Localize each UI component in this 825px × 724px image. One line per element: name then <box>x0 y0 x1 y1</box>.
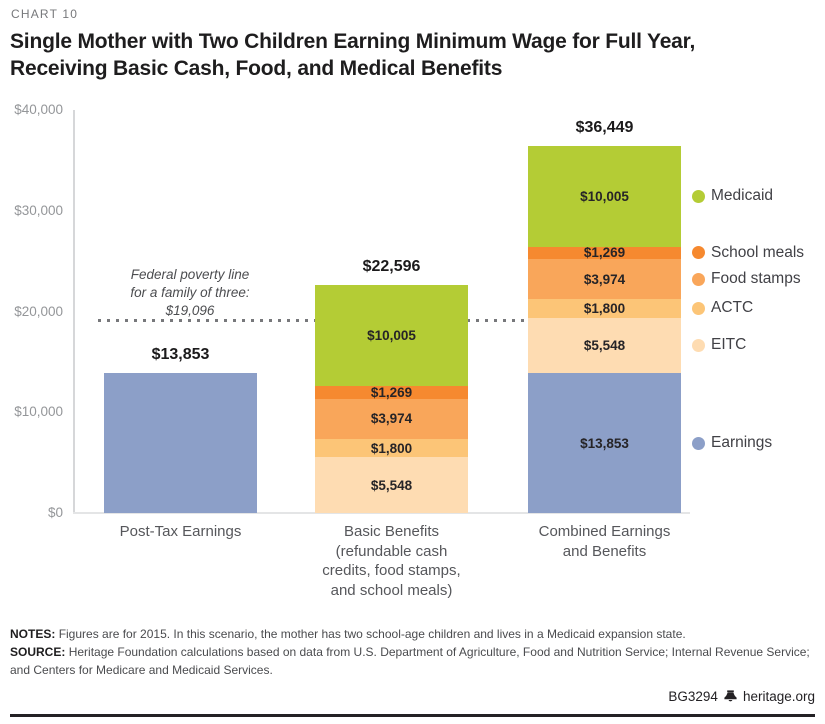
footer: BG3294 heritage.org <box>668 689 815 704</box>
notes-line: NOTES: Figures are for 2015. In this sce… <box>10 625 812 643</box>
bar-total-value: $13,853 <box>151 346 210 364</box>
bar-segment: $10,005 <box>528 145 681 247</box>
y-tick-label: $40,000 <box>14 102 63 117</box>
x-axis-label: Combined Earnings and Benefits <box>538 523 671 560</box>
source-text: Heritage Foundation calculations based o… <box>10 645 810 677</box>
legend-dot-actc <box>692 301 705 315</box>
bar-segment: $10,005 <box>315 285 468 387</box>
x-axis-label: Basic Benefits (refundable cash credits,… <box>322 523 461 599</box>
chart-title: Single Mother with Two Children Earning … <box>10 30 696 80</box>
y-axis-line <box>73 110 75 513</box>
bar-segment: $13,853 <box>528 373 681 513</box>
notes-label: NOTES: <box>10 627 56 641</box>
bar-segment: $1,269 <box>528 245 681 261</box>
liberty-bell-icon <box>724 690 737 702</box>
y-tick-label: $0 <box>47 505 63 520</box>
segment-value: $1,800 <box>370 440 413 456</box>
segment-value: $1,269 <box>370 385 413 401</box>
legend-dot-eitc <box>692 338 705 352</box>
bar-segment: $5,548 <box>315 457 468 513</box>
segment-value: $10,005 <box>367 328 416 344</box>
segment-value: $5,548 <box>370 477 413 493</box>
report-id: BG3294 <box>668 689 718 704</box>
poverty-line <box>98 319 528 323</box>
legend-label: Food stamps <box>711 270 801 288</box>
x-axis-label: Post-Tax Earnings <box>119 523 242 540</box>
chart-number: CHART 10 <box>11 7 79 21</box>
bar-segment <box>104 373 257 513</box>
legend-dot-earnings <box>692 436 705 450</box>
legend-label: ACTC <box>711 299 754 317</box>
segment-value: $1,269 <box>583 245 626 261</box>
y-tick-label: $10,000 <box>14 404 63 420</box>
poverty-line-label: Federal poverty line for a family of thr… <box>130 267 250 318</box>
notes-block: NOTES: Figures are for 2015. In this sce… <box>10 625 812 679</box>
segment-value: $3,974 <box>583 271 626 287</box>
bottom-rule <box>10 714 815 717</box>
bar-segment: $1,800 <box>528 299 681 318</box>
legend-label: Earnings <box>711 434 773 452</box>
y-tick-label: $20,000 <box>14 303 63 319</box>
legend-dot-food-stamps <box>692 272 705 286</box>
legend-label: EITC <box>711 336 747 354</box>
bar-segment: $1,800 <box>315 438 468 458</box>
bar-segment: $3,974 <box>528 259 681 300</box>
bar-total-value: $22,596 <box>362 258 421 276</box>
legend-dot-medicaid <box>692 189 705 203</box>
bar-total-value: $36,449 <box>575 118 634 136</box>
source-label: SOURCE: <box>10 645 66 659</box>
segment-value: $13,853 <box>580 435 629 451</box>
bar-segment: $1,269 <box>315 385 468 401</box>
segment-value: $5,548 <box>583 337 626 353</box>
segment-value: $3,974 <box>370 411 413 427</box>
notes-text: Figures are for 2015. In this scenario, … <box>58 627 686 641</box>
bar-segment: $5,548 <box>528 317 681 374</box>
segment-value: $10,005 <box>580 188 629 204</box>
legend-label: School meals <box>711 243 805 261</box>
bar-segment: $3,974 <box>315 398 468 439</box>
legend-label: Medicaid <box>711 187 774 205</box>
source-line: SOURCE: Heritage Foundation calculations… <box>10 643 812 679</box>
site-url: heritage.org <box>742 689 815 704</box>
legend-dot-school-meals <box>692 246 705 260</box>
y-tick-label: $30,000 <box>14 202 63 218</box>
segment-value: $1,800 <box>583 300 626 316</box>
